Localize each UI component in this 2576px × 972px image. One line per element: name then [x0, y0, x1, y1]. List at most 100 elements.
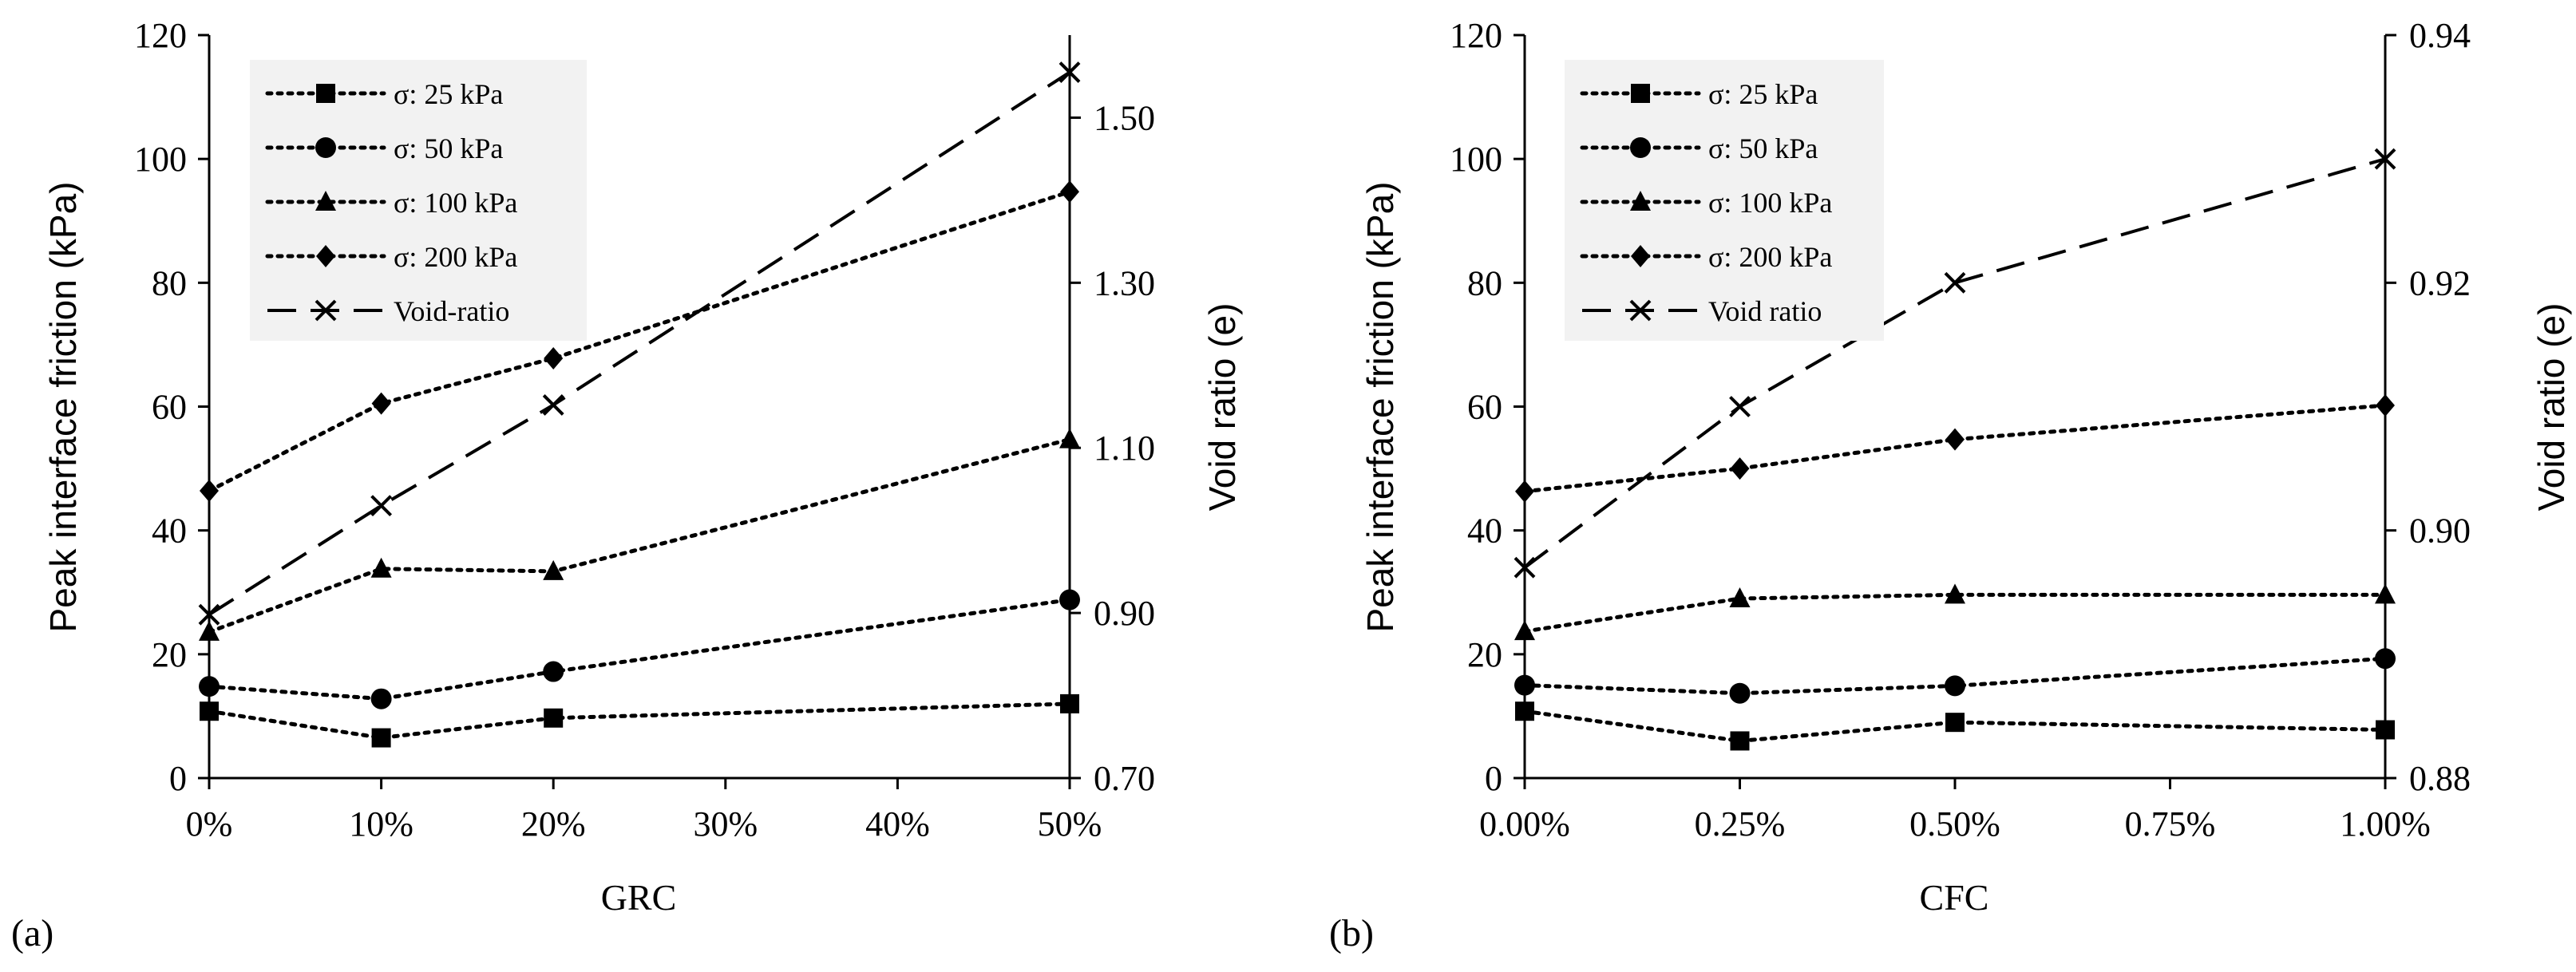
legend-label: σ: 50 kPa	[394, 132, 503, 164]
x-tick-label: 30%	[693, 804, 758, 844]
legend-marker-triangle	[315, 191, 336, 211]
series-line-3	[207, 189, 1072, 493]
y-tick-label: 60	[152, 388, 187, 427]
series-line-2	[1522, 592, 2388, 634]
panel-label: (a)	[11, 912, 53, 954]
series-line-0	[207, 701, 1072, 741]
data-point-square	[371, 728, 391, 748]
legend-label: σ: 25 kPa	[394, 78, 503, 110]
data-point-x	[1944, 271, 1966, 294]
data-point-square	[200, 701, 219, 721]
data-point-circle	[2375, 648, 2396, 670]
legend-label: σ: 200 kPa	[394, 241, 517, 273]
y-tick-label: 20	[152, 635, 187, 674]
data-point-square	[1730, 731, 1750, 751]
series-line-4	[208, 70, 1071, 616]
legend-marker-square	[1631, 84, 1650, 103]
panel-label: (b)	[1329, 912, 1374, 954]
y2-tick-label: 1.10	[1094, 429, 1155, 468]
data-point-circle	[370, 688, 392, 709]
legend-label: Void-ratio	[394, 295, 509, 327]
series-line-0	[1522, 709, 2388, 743]
y-axis-title: Peak interface friction (kPa)	[1359, 181, 1401, 632]
data-point-diamond	[544, 346, 564, 369]
y-tick-label: 0	[1485, 759, 1502, 798]
legend-label: σ: 200 kPa	[1708, 241, 1832, 273]
data-point-diamond	[1060, 180, 1079, 203]
x-tick-label: 0.25%	[1695, 804, 1786, 844]
y2-tick-label: 1.30	[1094, 263, 1155, 302]
y2-axis-title: Void ratio (e)	[2530, 303, 2572, 512]
y2-axis-title: Void ratio (e)	[1201, 303, 1243, 512]
y-tick-label: 80	[1467, 263, 1502, 302]
legend-label: σ: 25 kPa	[1708, 78, 1818, 110]
data-point-square	[544, 708, 564, 728]
y-tick-label: 20	[1467, 635, 1502, 674]
x-tick-label: 1.00%	[2340, 804, 2431, 844]
data-point-x	[2374, 148, 2396, 170]
series-line-2	[207, 437, 1072, 634]
legend-marker-diamond	[316, 245, 335, 267]
x-tick-label: 0.00%	[1479, 804, 1570, 844]
y-tick-label: 0	[169, 759, 187, 798]
series-line-1	[207, 598, 1072, 701]
data-point-x	[370, 495, 393, 517]
data-point-circle	[199, 676, 220, 697]
data-point-square	[1515, 701, 1534, 721]
data-point-square	[1060, 693, 1079, 713]
data-point-triangle	[1059, 428, 1080, 448]
legend-label: σ: 100 kPa	[394, 187, 517, 219]
y-tick-label: 100	[1450, 140, 1502, 179]
y-tick-label: 40	[152, 512, 187, 551]
data-point-x	[198, 603, 220, 626]
legend-marker-square	[316, 84, 335, 103]
legend-marker-x	[1629, 299, 1652, 322]
y2-tick-label: 0.90	[2409, 512, 2471, 551]
y-tick-label: 120	[134, 16, 187, 55]
y2-tick-label: 0.70	[1094, 759, 1155, 798]
x-tick-label: 40%	[865, 804, 930, 844]
data-point-circle	[1729, 682, 1751, 704]
legend-box	[250, 60, 587, 341]
data-point-diamond	[200, 480, 219, 503]
panel-b: 0 20 40 60 80 100 120 0.88 0.90 0.92 0.94 0.00% 0.25…	[1329, 16, 2572, 954]
legend-label: σ: 50 kPa	[1708, 132, 1818, 164]
data-point-triangle	[370, 557, 392, 578]
y-tick-label: 60	[1467, 388, 1502, 427]
data-point-triangle	[1729, 587, 1751, 608]
y-axis-title: Peak interface friction (kPa)	[42, 181, 84, 632]
y-tick-label: 120	[1450, 16, 1502, 55]
y2-tick-label: 0.88	[2409, 759, 2471, 798]
legend-marker-triangle	[1630, 191, 1651, 211]
legend-marker-circle	[1630, 137, 1651, 158]
legend-label: Void ratio	[1708, 295, 1822, 327]
data-point-triangle	[543, 559, 564, 580]
data-point-diamond	[1515, 480, 1534, 503]
data-point-circle	[1059, 589, 1080, 610]
data-point-circle	[1945, 675, 1965, 697]
data-point-square	[1945, 713, 1965, 733]
x-tick-label: 0.50%	[1909, 804, 2000, 844]
data-point-diamond	[371, 392, 391, 415]
x-tick-label: 0%	[186, 804, 233, 844]
legend-marker-circle	[315, 137, 336, 158]
x-tick-label: 50%	[1038, 804, 1102, 844]
data-point-square	[2376, 720, 2395, 740]
series-line-1	[1522, 656, 2388, 696]
data-point-circle	[1514, 674, 1535, 696]
y2-tick-label: 0.92	[2409, 263, 2471, 302]
y2-tick-label: 0.90	[1094, 594, 1155, 633]
y2-tick-label: 1.50	[1094, 98, 1155, 137]
data-point-x	[1729, 396, 1751, 417]
y-tick-label: 80	[152, 263, 187, 302]
x-axis-title: GRC	[601, 877, 677, 918]
data-point-circle	[543, 661, 564, 682]
series-line-3	[1522, 403, 2388, 494]
data-point-x	[1058, 61, 1081, 83]
data-point-diamond	[2376, 393, 2395, 417]
data-point-x	[542, 394, 564, 416]
x-axis-title: CFC	[1920, 877, 1989, 918]
data-point-triangle	[199, 620, 220, 641]
data-point-x	[1514, 556, 1536, 579]
